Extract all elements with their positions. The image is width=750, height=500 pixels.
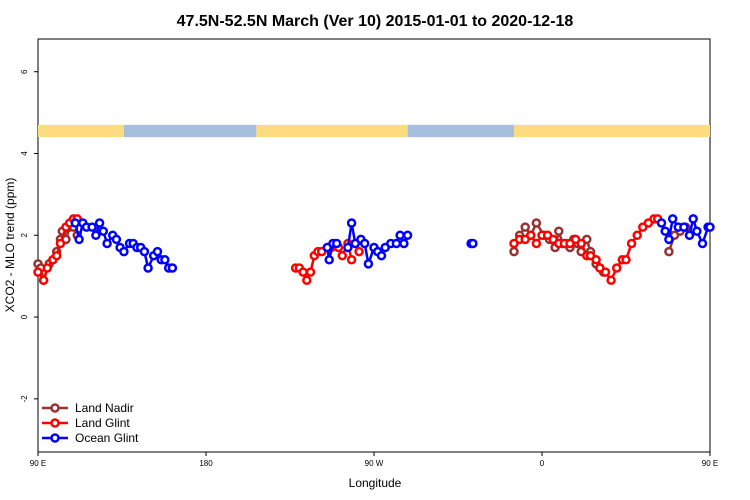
y-tick-label--2: -2 [20, 395, 29, 403]
ocean-glint-point-0-8 [102, 238, 112, 249]
ocean-glint-point-0-17 [139, 246, 150, 257]
land-glint-point-3-21 [621, 255, 631, 265]
ocean-glint-point-0-1 [74, 234, 84, 245]
land-nadir-point-1-8 [554, 226, 564, 236]
ocean-glint-point-0-7 [98, 226, 109, 236]
ocean-glint-point-0-20 [152, 246, 163, 257]
ocean-glint-point-2-4 [359, 238, 370, 249]
legend-marker-land-glint [50, 418, 60, 428]
legend-label-land-nadir: Land Nadir [75, 401, 134, 415]
land-glint-point-1-4 [305, 267, 316, 277]
land-glint-point-3-22 [626, 238, 637, 249]
legend-marker-ocean-glint [50, 433, 60, 443]
ocean-glint-point-0-22 [160, 255, 170, 265]
ocean-glint-point-3-1 [468, 238, 478, 249]
ocean-glint-point-0-6 [94, 218, 105, 228]
y-axis-label: XCO2 - MLO trend (ppm) [3, 178, 17, 313]
legend-label-land-glint: Land Glint [75, 416, 130, 430]
x-axis-label: Longitude [349, 476, 402, 490]
land-glint-point-3-4 [531, 238, 542, 249]
ocean-glint-point-2-13 [399, 238, 409, 249]
x-tick-label-90: 90 E [30, 459, 46, 468]
ocean-glint-point-1-3 [331, 238, 342, 249]
ocean-glint-point-2-14 [402, 230, 413, 241]
y-tick-label-0: 0 [20, 314, 29, 319]
ocean-glint-point-2-1 [346, 218, 357, 228]
bar-segment-land-0 [38, 124, 124, 138]
land-nadir-point-1-2 [520, 222, 530, 232]
ocean-glint-point-2-0 [343, 242, 353, 253]
ocean-glint-point-4-5 [679, 222, 689, 232]
ocean-glint-point-0-24 [167, 263, 178, 273]
ocean-glint-point-4-9 [697, 238, 708, 249]
ocean-glint-point-0-4 [87, 222, 97, 232]
land-glint-point-3-23 [632, 230, 642, 241]
land-glint-point-3-12 [576, 238, 586, 249]
ocean-glint-point-4-1 [660, 226, 670, 236]
land-glint-point-3-19 [611, 263, 622, 273]
land-nadir-point-1-0 [509, 246, 519, 257]
ocean-glint-point-4-11 [705, 222, 715, 232]
land-glint-point-0-1 [38, 275, 49, 286]
land-ocean-bar [38, 124, 710, 138]
bar-segment-ocean-1 [123, 124, 257, 138]
ocean-glint-point-0-5 [91, 230, 101, 241]
ocean-glint-point-0-18 [143, 263, 153, 273]
y-tick-label-6: 6 [20, 69, 29, 74]
ocean-glint-point-4-3 [667, 214, 678, 224]
legend-marker-land-nadir [50, 403, 60, 413]
land-glint-point-0-5 [55, 238, 66, 249]
land-glint-point-1-12 [337, 250, 348, 261]
x-tick-label-360: 0 [540, 459, 545, 468]
ocean-glint-point-2-5 [363, 259, 374, 269]
y-tick-label-4: 4 [20, 151, 29, 156]
land-nadir-point-2-0 [664, 246, 674, 257]
ocean-glint-point-1-1 [324, 255, 334, 265]
ocean-glint-point-4-0 [656, 218, 667, 228]
land-glint-point-3-3 [526, 230, 536, 241]
land-glint-line-3 [513, 217, 658, 282]
y-axis-ticks: -2 0 2 4 6 [20, 69, 38, 402]
land-nadir-point-1-4 [531, 218, 542, 228]
land-glint-point-3-15 [591, 255, 601, 265]
land-glint-point-1-3 [302, 275, 312, 286]
ocean-glint-point-2-11 [391, 238, 402, 249]
bar-segment-land-4 [514, 124, 710, 138]
ocean-glint-point-0-12 [119, 246, 129, 257]
land-glint-point-3-18 [606, 275, 616, 286]
land-glint-point-1-2 [298, 267, 308, 277]
ocean-glint-point-4-7 [688, 214, 698, 224]
x-tick-label-450: 90 E [702, 459, 718, 468]
land-glint-point-3-17 [600, 267, 611, 277]
y-tick-label-2: 2 [20, 233, 29, 238]
ocean-glint-point-0-10 [111, 234, 122, 245]
series-ocean-glint [70, 214, 715, 273]
bar-segment-ocean-3 [407, 124, 514, 138]
land-glint-point-1-14 [346, 255, 357, 265]
land-glint-point-2-0 [354, 246, 364, 257]
land-glint-point-0-0 [33, 267, 43, 277]
chart-title: 47.5N-52.5N March (Ver 10) 2015-01-01 to… [177, 13, 574, 30]
land-glint-point-0-4 [51, 250, 62, 261]
ocean-glint-point-2-12 [395, 230, 405, 241]
x-axis-ticks: 90 E 180 90 W 0 90 E [30, 452, 718, 468]
ocean-glint-point-4-8 [692, 226, 702, 236]
ocean-glint-point-4-2 [664, 234, 674, 245]
series-group [33, 214, 715, 286]
ocean-glint-point-2-8 [376, 250, 387, 261]
ocean-glint-point-4-6 [684, 230, 695, 241]
x-tick-label-270: 90 W [365, 459, 384, 468]
legend-label-ocean-glint: Ocean Glint [75, 431, 139, 445]
land-glint-point-0-2 [42, 263, 53, 273]
x-tick-label-180: 180 [199, 459, 213, 468]
bar-segment-land-2 [256, 124, 408, 138]
ocean-glint-point-0-0 [70, 218, 81, 228]
